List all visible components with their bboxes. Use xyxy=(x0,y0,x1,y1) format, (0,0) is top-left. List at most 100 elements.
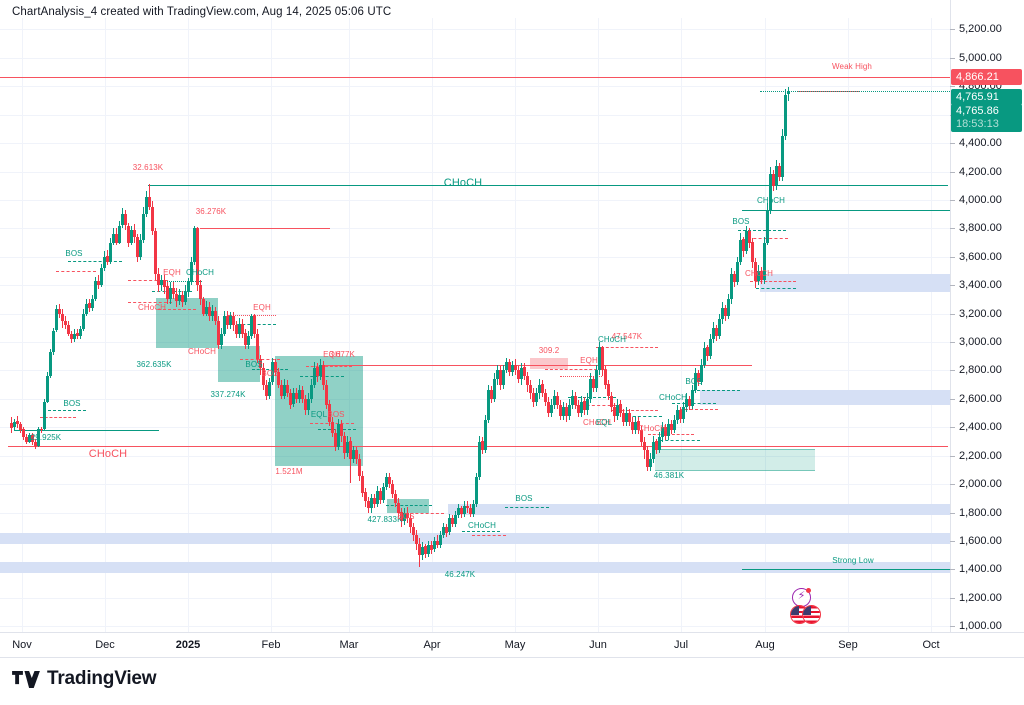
swing-high-line xyxy=(200,228,330,230)
indicator-price-badge[interactable]: 4,765.91 xyxy=(951,89,1022,106)
screenshot-caption: ChartAnalysis_4 created with TradingView… xyxy=(12,6,392,18)
structure-marker-line xyxy=(306,366,352,368)
candle-body xyxy=(664,427,667,436)
earnings-bolt-icon[interactable]: ⚡ xyxy=(792,588,811,607)
price-tick: 3,800.00 xyxy=(959,222,1002,235)
candle-body xyxy=(676,410,679,421)
candle-body xyxy=(169,288,172,300)
price-tick: 2,600.00 xyxy=(959,392,1002,405)
price-scale[interactable]: 5,200.005,000.004,800.004,600.004,400.00… xyxy=(950,0,1024,633)
last-price-badge[interactable]: 4,765.86 18:53:13 xyxy=(951,104,1022,133)
eqh-label: EQH xyxy=(323,350,341,360)
eql-label: EQL xyxy=(595,418,613,428)
price-tick: 1,000.00 xyxy=(959,620,1002,633)
candle-body xyxy=(409,518,412,527)
swing-volume-label: 32.613K xyxy=(132,162,164,172)
candle-body xyxy=(742,239,745,252)
candle-body xyxy=(274,361,277,372)
bos-label: BOS xyxy=(515,493,533,503)
candle-body xyxy=(358,458,361,476)
price-tick-mark xyxy=(950,86,955,88)
swing-volume-label: 36.276K xyxy=(195,206,227,216)
order-block-volume-label: 337.274K xyxy=(210,390,246,400)
strong-low-label: Strong Low xyxy=(832,555,874,565)
candle-body xyxy=(613,407,616,416)
candle-body xyxy=(262,367,265,385)
candle-body xyxy=(730,273,733,300)
candle-body xyxy=(403,512,406,522)
time-scale[interactable]: Nov Dec 2025 Feb Mar Apr May Jun Jul Aug Sep Oct xyxy=(0,632,1024,658)
candle-body xyxy=(94,280,97,300)
structure-marker-line xyxy=(660,440,700,442)
candle-body xyxy=(427,545,430,554)
candle-body xyxy=(64,320,67,325)
choch-label: CHoCH xyxy=(756,196,786,206)
candle-body xyxy=(238,323,241,334)
us-economic-event-icon-2[interactable] xyxy=(802,605,821,624)
candle-body xyxy=(784,94,787,136)
time-tick: Feb xyxy=(261,639,281,651)
candle-body xyxy=(622,413,625,422)
bullish-order-block xyxy=(655,448,815,472)
candle-body xyxy=(184,292,187,303)
structure-marker-line xyxy=(128,279,168,281)
structure-marker-line xyxy=(505,507,549,509)
gridline-vertical xyxy=(22,18,23,632)
choch-label: CHoCH xyxy=(185,267,215,277)
candle-body xyxy=(511,364,514,372)
candle-body xyxy=(310,384,313,399)
chart-plot-area[interactable]: 29.925K 32.613K 36.276K 362.635K 337.274K 1.5… xyxy=(0,18,950,632)
candle-body xyxy=(217,320,220,345)
gridline-vertical xyxy=(931,18,932,632)
candle-body xyxy=(373,498,376,505)
price-tick-mark xyxy=(950,569,955,571)
price-tick: 3,000.00 xyxy=(959,336,1002,349)
tradingview-mark-icon xyxy=(12,670,40,688)
price-tick: 1,200.00 xyxy=(959,591,1002,604)
candle-body xyxy=(778,165,781,178)
eqh-label: EQH xyxy=(163,267,181,277)
candle-body xyxy=(592,378,595,388)
candle-body xyxy=(202,299,205,314)
candle-body xyxy=(121,214,124,226)
price-tick-mark xyxy=(950,57,955,59)
candle-body xyxy=(508,361,511,372)
weak-high-price-badge[interactable]: 4,866.21 xyxy=(951,68,1022,85)
price-tick-mark xyxy=(950,626,955,628)
candle-body xyxy=(406,512,409,519)
price-tick: 3,200.00 xyxy=(959,307,1002,320)
swing-volume-label: 29.925K xyxy=(30,432,62,442)
candle-body xyxy=(751,242,754,263)
candle-body xyxy=(781,135,784,178)
candle-body xyxy=(88,303,91,308)
gridline-vertical xyxy=(188,18,189,632)
candle-body xyxy=(499,370,502,385)
candle-body xyxy=(97,280,100,286)
candle-body xyxy=(145,197,148,215)
candle-body xyxy=(127,225,130,243)
candle-body xyxy=(421,546,424,556)
bullish-order-block xyxy=(156,297,218,348)
price-tick-mark xyxy=(950,342,955,344)
candle-body xyxy=(550,404,553,413)
swing-high-line xyxy=(322,365,752,367)
structure-marker-line xyxy=(752,209,802,211)
price-tick-mark xyxy=(950,171,955,173)
time-tick: May xyxy=(504,639,526,651)
weak-high-label: Weak High xyxy=(832,61,872,71)
candle-body xyxy=(370,498,373,509)
bos-label: BOS xyxy=(327,409,345,419)
candle-body xyxy=(724,307,727,317)
price-tick-mark xyxy=(950,398,955,400)
candle-body xyxy=(70,333,73,340)
candle-body xyxy=(607,384,610,397)
candle-body xyxy=(694,373,697,391)
price-tick: 2,800.00 xyxy=(959,364,1002,377)
eqh-label: EQH xyxy=(580,355,598,365)
choch-label: CHoCH xyxy=(582,418,612,428)
candle-body xyxy=(58,309,61,314)
bos-label: BOS xyxy=(245,360,263,370)
price-tick: 4,400.00 xyxy=(959,137,1002,150)
candle-body xyxy=(316,367,319,377)
candle-body xyxy=(430,545,433,550)
